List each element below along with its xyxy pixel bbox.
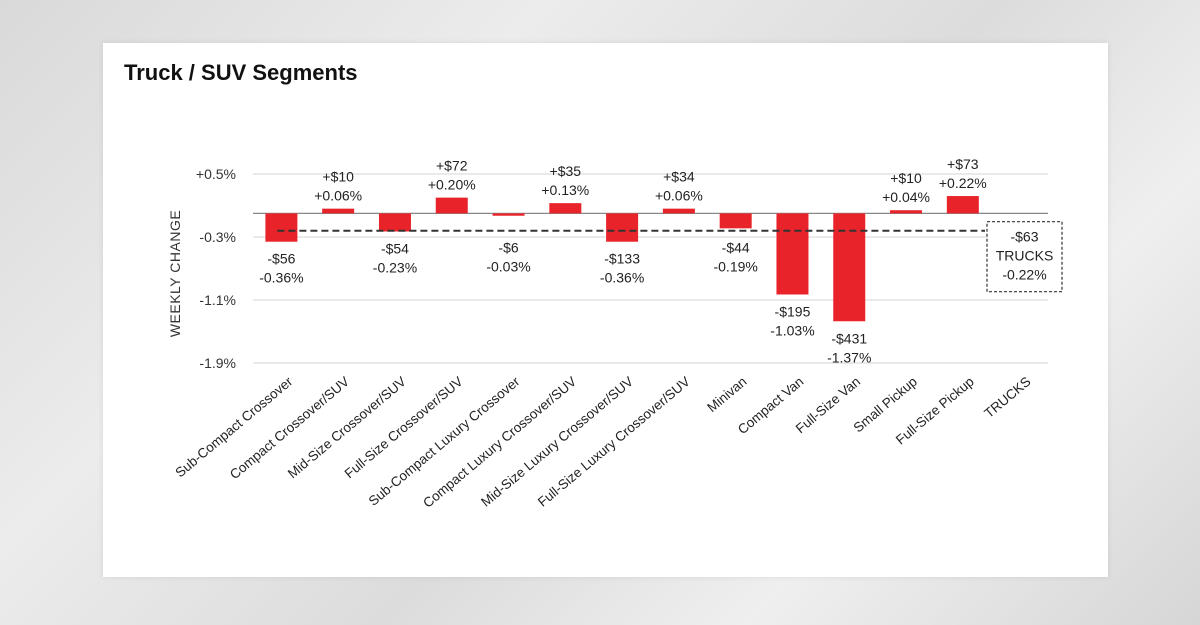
data-label-pct: -0.36%: [600, 270, 644, 286]
bar-4: [492, 213, 525, 216]
reference-pct-label: -0.22%: [1002, 267, 1046, 283]
data-label-pct: +0.13%: [541, 182, 589, 198]
reference-dollar-label: -$63: [1010, 229, 1038, 245]
data-label-dollar: -$133: [604, 251, 640, 267]
bar-0: [265, 213, 298, 242]
chart-title: Truck / SUV Segments: [124, 60, 358, 85]
bar-12: [946, 196, 979, 214]
data-label-dollar: +$35: [550, 163, 582, 179]
data-label-pct: -1.37%: [827, 349, 871, 365]
bar-6: [606, 213, 639, 242]
bar-3: [435, 197, 468, 214]
data-label-pct: +0.06%: [314, 188, 362, 204]
x-tick-label: TRUCKS: [981, 374, 1033, 421]
bar-11: [890, 210, 923, 214]
bar-8: [719, 213, 752, 229]
bar-1: [322, 208, 355, 214]
data-label-pct: -1.03%: [770, 322, 814, 338]
data-label-dollar: +$73: [947, 156, 979, 172]
data-label-pct: +0.22%: [939, 175, 987, 191]
data-label-dollar: -$431: [831, 330, 867, 346]
data-label-dollar: +$10: [322, 169, 354, 185]
y-tick-label: -1.9%: [199, 355, 236, 371]
data-label-dollar: -$54: [381, 240, 409, 256]
data-label-pct: -0.19%: [713, 259, 757, 275]
x-tick-label: Minivan: [704, 374, 749, 415]
data-label-pct: -0.36%: [259, 270, 303, 286]
data-label-dollar: -$44: [722, 240, 750, 256]
data-label-pct: -0.23%: [373, 259, 417, 275]
bar-chart: +0.5% -0.3% -1.1% -1.9% WEEKLY CHANGE -$63 TRU…: [167, 156, 1063, 511]
data-label-dollar: +$34: [663, 169, 695, 185]
y-tick-label: -0.3%: [199, 229, 236, 245]
reference-label-box: [986, 221, 1063, 293]
data-label-pct: +0.04%: [882, 189, 930, 205]
chart-card: Truck / SUV Segments +0.5% -0.3% -1.1% -1.9…: [103, 43, 1108, 577]
data-label-dollar: -$56: [267, 251, 295, 267]
data-label-pct: +0.20%: [428, 177, 476, 193]
bar-2: [378, 213, 411, 232]
y-tick-label: +0.5%: [196, 166, 236, 182]
data-label-dollar: -$195: [775, 303, 811, 319]
data-label-dollar: -$6: [498, 240, 518, 256]
bar-5: [549, 203, 582, 214]
bar-9: [776, 213, 809, 295]
data-label-dollar: +$10: [890, 170, 922, 186]
y-tick-label: -1.1%: [199, 292, 236, 308]
reference-name-label: TRUCKS: [996, 248, 1054, 264]
data-label-pct: +0.06%: [655, 188, 703, 204]
bar-10: [833, 213, 866, 322]
bar-7: [662, 208, 695, 214]
data-label-dollar: +$72: [436, 158, 468, 174]
data-label-pct: -0.03%: [486, 259, 530, 275]
y-axis-label: WEEKLY CHANGE: [167, 210, 183, 337]
